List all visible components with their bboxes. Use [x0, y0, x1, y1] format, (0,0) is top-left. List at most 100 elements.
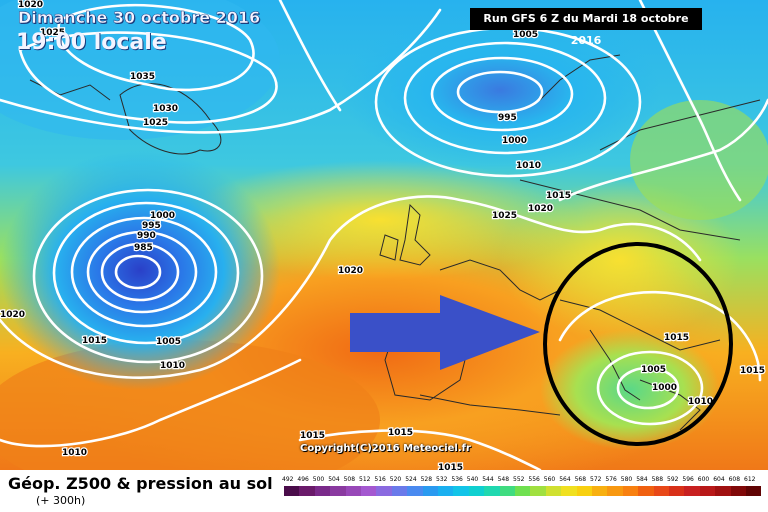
scale-tick: 548 [497, 476, 510, 483]
scale-tick: 556 [528, 476, 540, 483]
scale-swatch [730, 486, 746, 496]
pressure-label: 1010 [62, 448, 87, 458]
scale-swatch [699, 486, 716, 496]
scale-tick: 596 [682, 476, 694, 483]
scale-tick: 592 [667, 476, 679, 483]
arrow-icon [350, 295, 540, 370]
pressure-label: 1030 [153, 104, 178, 114]
scale-swatch [576, 486, 592, 496]
scale-swatch [345, 486, 361, 496]
legend-bar: Géop. Z500 & pression au sol (+ 300h) 49… [0, 470, 768, 512]
scale-swatch [684, 486, 700, 496]
pressure-label: 1000 [150, 211, 175, 221]
scale-tick: 608 [728, 476, 741, 483]
pressure-label: 1005 [513, 30, 538, 40]
scale-tick: 584 [636, 476, 648, 483]
scale-swatch [407, 486, 423, 496]
scale-tick: 604 [713, 476, 725, 483]
scale-tick: 500 [312, 476, 325, 483]
highlight-arrow [350, 295, 540, 370]
pressure-label: 1020 [18, 0, 43, 10]
scale-tick: 540 [466, 476, 479, 483]
scale-swatch [515, 486, 531, 496]
copyright: Copyright(C)2016 Meteociel.fr [300, 443, 471, 454]
pressure-label: 1005 [156, 337, 181, 347]
scale-swatch [499, 486, 515, 496]
scale-tick: 520 [389, 476, 402, 483]
scale-tick: 536 [451, 476, 463, 483]
pressure-label: 1015 [546, 191, 571, 201]
pressure-label: 1000 [502, 136, 527, 146]
scale-swatch [391, 486, 408, 496]
pressure-label: 995 [498, 113, 517, 123]
pressure-label: 1020 [528, 204, 553, 214]
scale-swatch [592, 486, 608, 496]
map-svg: 1020 1025 1035 1030 1025 1005 995 1000 1… [0, 0, 768, 470]
scale-tick: 572 [590, 476, 602, 483]
scale-swatch [715, 486, 731, 496]
legend-title: Géop. Z500 & pression au sol [8, 474, 273, 493]
scale-swatch [545, 486, 562, 496]
scale-tick: 528 [420, 476, 433, 483]
scale-tick: 568 [574, 476, 587, 483]
scale-swatch [299, 486, 315, 496]
scale-tick: 496 [297, 476, 309, 483]
pressure-label: 1025 [40, 28, 65, 38]
scale-swatch [284, 486, 300, 496]
scale-tick: 508 [343, 476, 356, 483]
scale-tick: 612 [744, 476, 756, 483]
scale-tick: 580 [620, 476, 633, 483]
run-info: Run GFS 6 Z du Mardi 18 octobre 2016 [470, 8, 702, 47]
scale-tick: 588 [651, 476, 664, 483]
pressure-label: 1020 [0, 310, 25, 320]
scale-tick: 564 [559, 476, 571, 483]
highlight-circle [543, 242, 733, 446]
pressure-label: 1015 [388, 428, 413, 438]
scale-swatch [361, 486, 377, 496]
scale-swatch [653, 486, 669, 496]
pressure-label: 1025 [143, 118, 168, 128]
scale-tick: 532 [436, 476, 448, 483]
scale-tick: 516 [374, 476, 386, 483]
pressure-label: 1015 [438, 463, 463, 470]
scale-swatch [530, 486, 546, 496]
scale-swatch [438, 486, 454, 496]
scale-swatch [422, 486, 438, 496]
scale-tick: 600 [697, 476, 710, 483]
scale-swatch [330, 486, 346, 496]
scale-swatch [453, 486, 469, 496]
pressure-label: 1025 [492, 211, 517, 221]
pressure-label: 1000 [652, 383, 677, 393]
scale-tick: 560 [543, 476, 556, 483]
pressure-label: 1010 [160, 361, 185, 371]
pressure-label: 1015 [740, 366, 765, 376]
scale-swatch [669, 486, 685, 496]
pressure-map: 1020 1025 1035 1030 1025 1005 995 1000 1… [0, 0, 768, 470]
scale-swatch [622, 486, 639, 496]
forecast-date: Dimanche 30 octobre 2016 [18, 8, 261, 28]
pressure-labels: 1020 1025 1035 1030 1025 1005 995 1000 1… [0, 0, 766, 470]
pressure-label: 1005 [641, 365, 666, 375]
pressure-label: 1015 [300, 431, 325, 441]
scale-tick: 524 [405, 476, 417, 483]
pressure-label: 1010 [516, 161, 541, 171]
legend-subtitle: (+ 300h) [36, 494, 86, 507]
scale-tick: 492 [282, 476, 294, 483]
scale-swatch [561, 486, 577, 496]
scale-tick: 544 [482, 476, 494, 483]
pressure-label: 1010 [688, 397, 713, 407]
scale-tick: 504 [328, 476, 340, 483]
pressure-label: 990 [137, 231, 156, 241]
pressure-label: 1015 [82, 336, 107, 346]
scale-swatch [314, 486, 331, 496]
isobars [0, 0, 768, 470]
scale-swatch [638, 486, 654, 496]
scale-swatch [376, 486, 392, 496]
pressure-label: 1035 [130, 72, 155, 82]
forecast-time: 19:00 locale [16, 30, 167, 55]
pressure-label: 985 [134, 243, 153, 253]
scale-swatch [468, 486, 485, 496]
scale-tick: 512 [359, 476, 371, 483]
scale-tick: 576 [605, 476, 617, 483]
